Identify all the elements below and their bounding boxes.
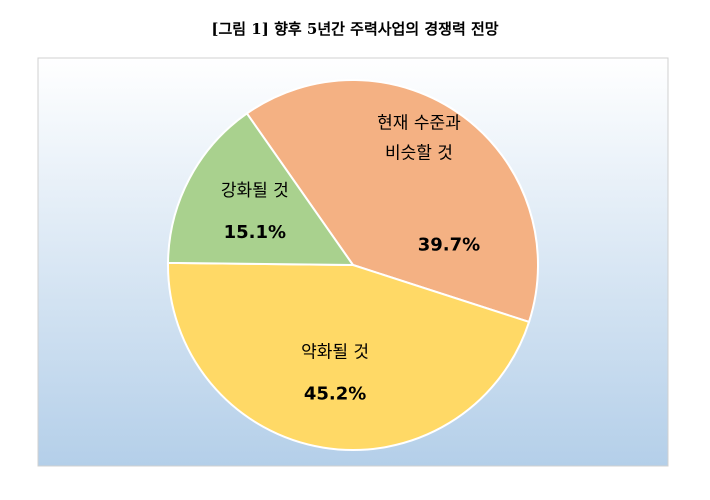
slice-label: 현재 수준과 — [377, 114, 461, 134]
slice-label: 약화될 것 — [301, 343, 369, 363]
pie-slice — [167, 261, 531, 451]
chart-title: [그림 1] 향후 5년간 주력사업의 경쟁력 전망 — [211, 20, 498, 38]
slice-label: 비슷할 것 — [385, 144, 453, 164]
slice-label: 강화될 것 — [221, 181, 289, 201]
value-label: 45.2% — [304, 384, 366, 405]
value-label: 39.7% — [418, 235, 480, 256]
value-label: 15.1% — [224, 222, 286, 243]
pie-slice — [245, 79, 539, 324]
pie-slice — [167, 112, 355, 267]
